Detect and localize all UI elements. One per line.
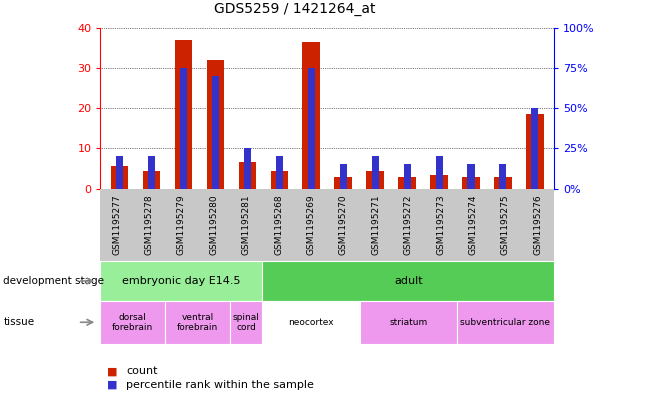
Text: GSM1195276: GSM1195276 bbox=[533, 195, 542, 255]
Text: count: count bbox=[126, 366, 158, 376]
Text: spinal
cord: spinal cord bbox=[233, 312, 260, 332]
Bar bbox=[212, 76, 219, 189]
Text: GSM1195277: GSM1195277 bbox=[112, 195, 121, 255]
Bar bbox=[143, 171, 160, 189]
Text: GSM1195268: GSM1195268 bbox=[274, 195, 283, 255]
Bar bbox=[303, 42, 320, 189]
Text: embryonic day E14.5: embryonic day E14.5 bbox=[122, 276, 240, 286]
Text: tissue: tissue bbox=[3, 317, 34, 327]
Text: GSM1195281: GSM1195281 bbox=[242, 195, 251, 255]
Bar bbox=[270, 171, 288, 189]
Bar bbox=[244, 148, 251, 189]
Text: ventral
forebrain: ventral forebrain bbox=[177, 312, 218, 332]
Bar bbox=[148, 156, 155, 189]
Bar bbox=[180, 68, 187, 189]
Text: dorsal
forebrain: dorsal forebrain bbox=[112, 312, 154, 332]
Bar bbox=[334, 176, 352, 189]
Text: GSM1195271: GSM1195271 bbox=[371, 195, 380, 255]
Text: GSM1195269: GSM1195269 bbox=[307, 195, 316, 255]
Bar bbox=[207, 60, 224, 189]
Bar bbox=[467, 164, 474, 189]
Bar bbox=[276, 156, 283, 189]
Text: GSM1195274: GSM1195274 bbox=[469, 195, 478, 255]
Bar bbox=[435, 156, 443, 189]
Text: striatum: striatum bbox=[389, 318, 428, 327]
Text: GSM1195272: GSM1195272 bbox=[404, 195, 413, 255]
Text: GDS5259 / 1421264_at: GDS5259 / 1421264_at bbox=[214, 2, 376, 16]
Bar bbox=[531, 108, 538, 189]
Text: GSM1195270: GSM1195270 bbox=[339, 195, 348, 255]
Bar bbox=[494, 176, 512, 189]
Text: neocortex: neocortex bbox=[288, 318, 334, 327]
Text: development stage: development stage bbox=[3, 276, 104, 286]
Bar bbox=[366, 171, 384, 189]
Text: GSM1195279: GSM1195279 bbox=[177, 195, 186, 255]
Text: ■: ■ bbox=[107, 380, 117, 390]
Bar bbox=[116, 156, 123, 189]
Text: percentile rank within the sample: percentile rank within the sample bbox=[126, 380, 314, 390]
Bar bbox=[430, 174, 448, 189]
Text: GSM1195273: GSM1195273 bbox=[436, 195, 445, 255]
Text: GSM1195280: GSM1195280 bbox=[209, 195, 218, 255]
Text: GSM1195278: GSM1195278 bbox=[145, 195, 154, 255]
Bar bbox=[111, 167, 128, 189]
Bar bbox=[175, 40, 192, 189]
Bar bbox=[526, 114, 544, 189]
Text: ■: ■ bbox=[107, 366, 117, 376]
Bar bbox=[238, 162, 256, 189]
Bar bbox=[399, 176, 416, 189]
Text: adult: adult bbox=[394, 276, 422, 286]
Bar bbox=[404, 164, 411, 189]
Bar bbox=[500, 164, 507, 189]
Bar bbox=[340, 164, 347, 189]
Text: subventricular zone: subventricular zone bbox=[461, 318, 550, 327]
Text: GSM1195275: GSM1195275 bbox=[501, 195, 510, 255]
Bar bbox=[462, 176, 480, 189]
Bar bbox=[308, 68, 315, 189]
Bar bbox=[372, 156, 378, 189]
